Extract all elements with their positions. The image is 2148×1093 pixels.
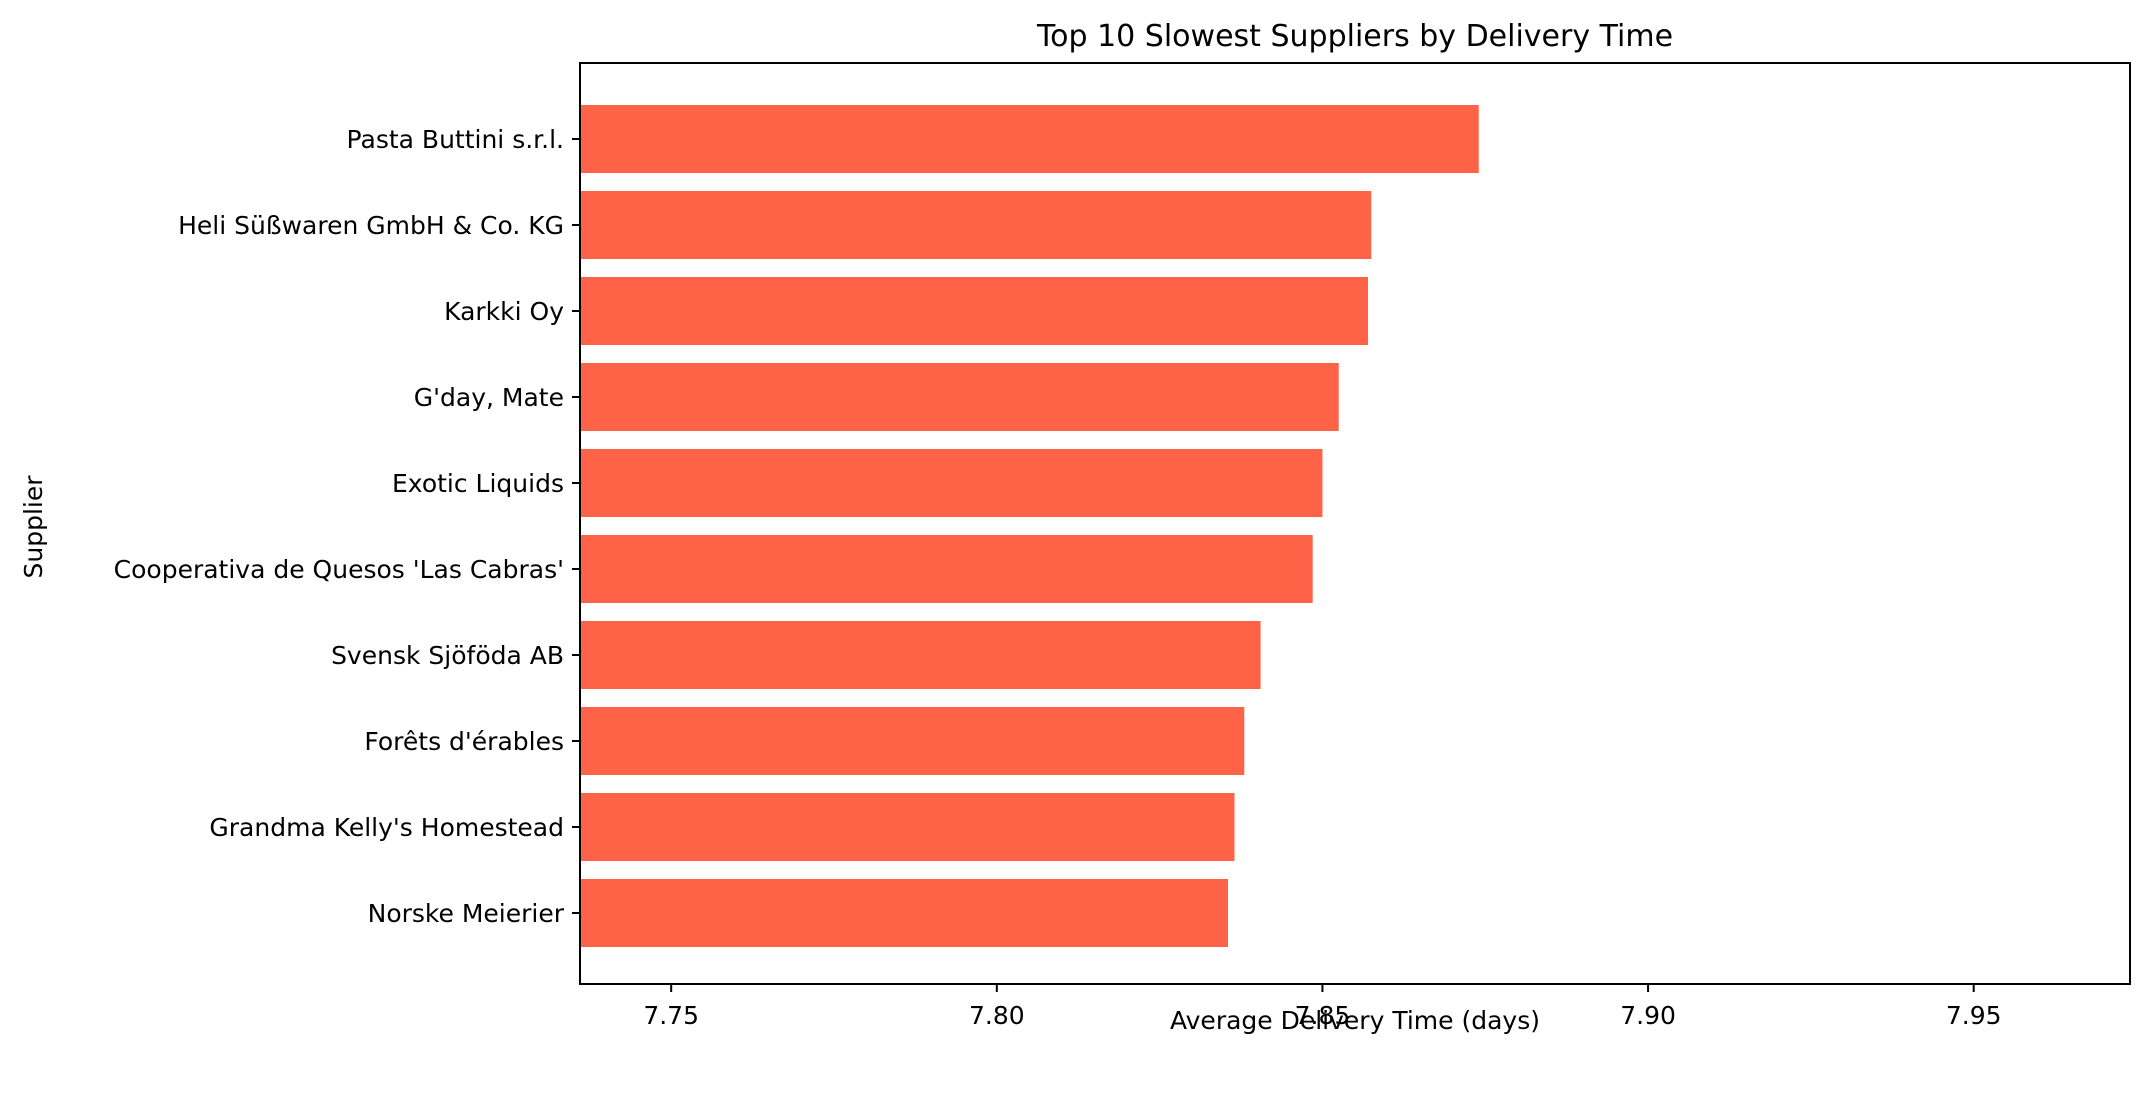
- y-tick-label: Norske Meierier: [368, 899, 565, 928]
- bar: [580, 105, 1479, 173]
- x-axis: 7.75 7.80 7.85 7.90 7.95: [643, 984, 2002, 1030]
- bar: [580, 707, 1245, 775]
- x-axis-label: Average Delivery Time (days): [1170, 1006, 1540, 1035]
- y-tick-label: Svensk Sjöföda AB: [331, 641, 564, 670]
- bar: [580, 449, 1323, 517]
- y-tick-label: Cooperativa de Quesos 'Las Cabras': [114, 555, 564, 584]
- y-tick-label: Pasta Buttini s.r.l.: [347, 125, 564, 154]
- x-tick-label: 7.90: [1620, 1001, 1676, 1030]
- bar: [580, 879, 1229, 947]
- y-tick-label: Karkki Oy: [444, 297, 564, 326]
- x-tick-label: 7.75: [643, 1001, 699, 1030]
- y-tick-label: Exotic Liquids: [392, 469, 564, 498]
- y-tick-label: Forêts d'érables: [364, 727, 564, 756]
- bar: [580, 191, 1372, 259]
- bar: [580, 363, 1339, 431]
- y-axis: Pasta Buttini s.r.l. Heli Süßwaren GmbH &…: [114, 125, 580, 928]
- x-tick-label: 7.80: [969, 1001, 1025, 1030]
- chart-title: Top 10 Slowest Suppliers by Delivery Tim…: [1036, 19, 1673, 54]
- bar: [580, 793, 1235, 861]
- bar: [580, 277, 1369, 345]
- x-tick-label: 7.95: [1946, 1001, 2002, 1030]
- y-tick-label: G'day, Mate: [414, 383, 564, 412]
- bars-group: [580, 105, 1479, 947]
- x-tick-label: 7.85: [1295, 1001, 1351, 1030]
- y-axis-label: Supplier: [19, 475, 48, 579]
- bar: [580, 535, 1313, 603]
- y-tick-label: Heli Süßwaren GmbH & Co. KG: [178, 211, 564, 240]
- bar: [580, 621, 1261, 689]
- plot-frame: [579, 62, 2131, 985]
- y-tick-label: Grandma Kelly's Homestead: [209, 813, 564, 842]
